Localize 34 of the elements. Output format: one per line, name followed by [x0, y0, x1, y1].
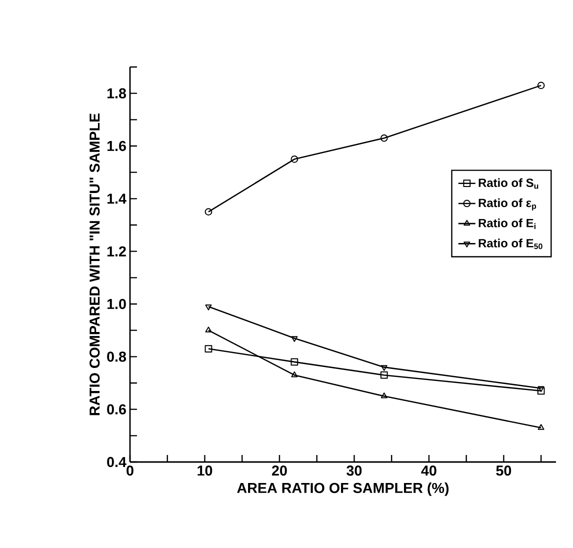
- y-tick-label: 0.8: [107, 352, 126, 362]
- legend-label: Ratio of E$_{i}$: [478, 218, 536, 229]
- y-tick-label: 0.6: [107, 404, 126, 414]
- y-tick-label: 1.6: [107, 140, 126, 152]
- point: [290, 155, 298, 163]
- y-tick-label: 0.4: [107, 456, 126, 468]
- x-tick-label: 50: [496, 466, 512, 476]
- x-axis-title: AREA RATIO OF SAMPLER (%): [237, 482, 449, 496]
- x-tick-label: 0: [126, 466, 134, 476]
- legend-label: Ratio of E$_{50}$: [478, 238, 542, 250]
- legend-label: Ratio of ε$_{p}$: [478, 198, 536, 210]
- point: [291, 336, 298, 342]
- point: [380, 134, 388, 142]
- y-tick-label: 1.0: [107, 298, 126, 310]
- point: [380, 365, 388, 371]
- y-tick-label: 1.8: [107, 88, 126, 98]
- point: [537, 82, 545, 90]
- y-tick-label: 1.2: [107, 246, 126, 256]
- y-tick-label: 1.4: [107, 194, 126, 204]
- point: [205, 304, 212, 310]
- point: [290, 358, 298, 366]
- legend-label: Ratio of S$_{u}$: [478, 178, 538, 189]
- point: [380, 392, 388, 398]
- point: [204, 208, 212, 216]
- x-tick-label: 40: [421, 466, 436, 476]
- y-axis-title: RATIO COMPARED WITH "IN SITU" SAMPLE: [90, 113, 100, 416]
- point: [538, 424, 544, 430]
- x-tick-label: 20: [272, 466, 287, 476]
- point: [204, 345, 212, 352]
- x-tick-label: 30: [346, 466, 362, 476]
- point: [205, 326, 212, 332]
- point: [291, 371, 298, 378]
- x-tick-label: 10: [198, 466, 212, 476]
- point: [380, 371, 388, 379]
